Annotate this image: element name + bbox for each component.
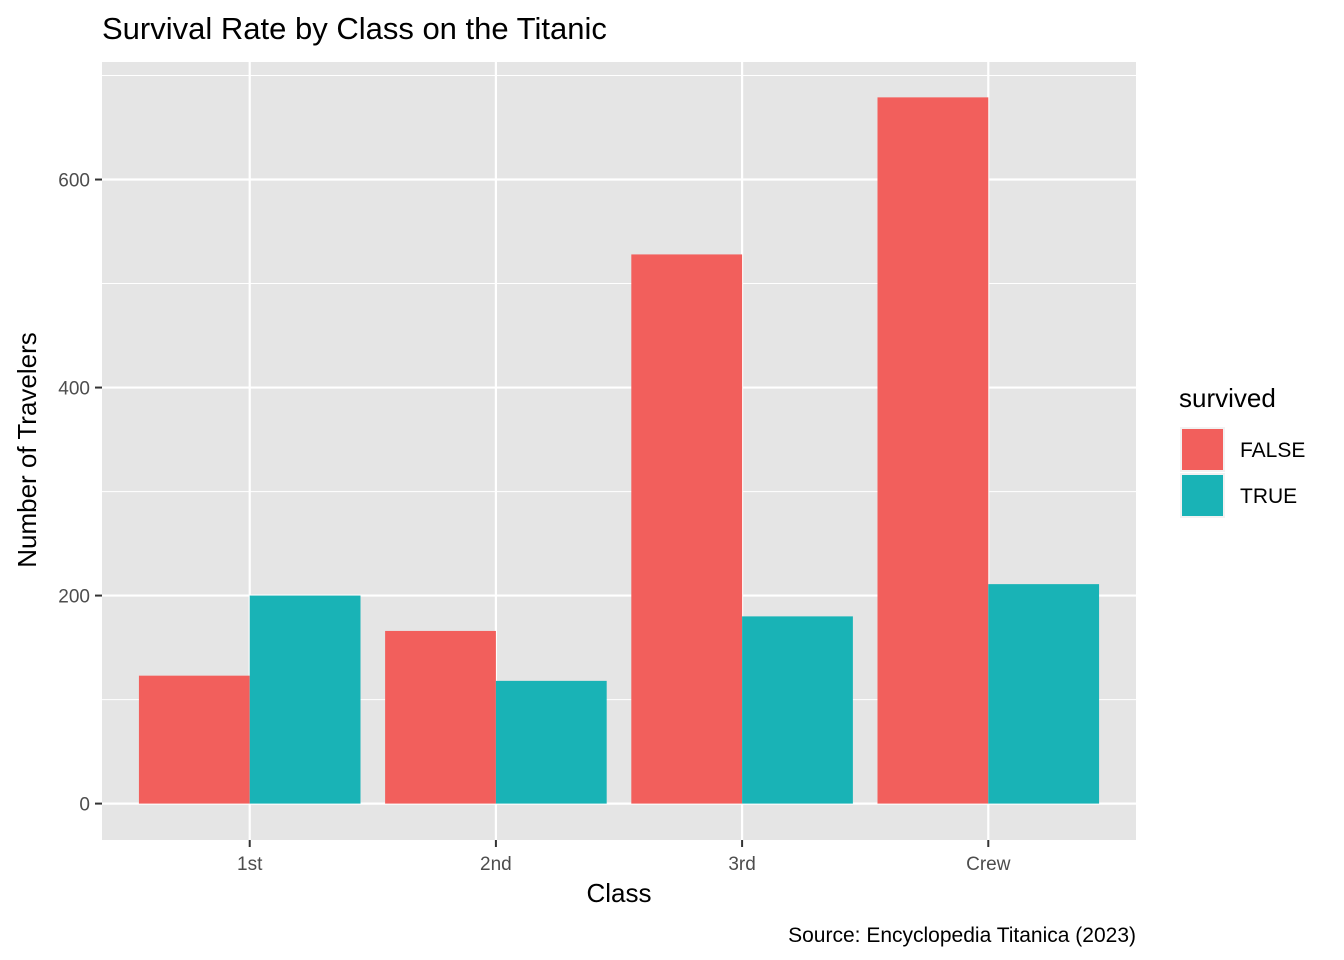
x-tick-label: 2nd — [480, 854, 512, 875]
bar-false-1st — [138, 675, 250, 804]
legend-swatch-true — [1182, 475, 1223, 516]
x-tick-label: 1st — [237, 854, 263, 875]
bar-true-3rd — [742, 616, 853, 804]
legend-swatch-false — [1182, 429, 1223, 470]
legend-label-false: FALSE — [1240, 439, 1305, 462]
y-tick-label: 400 — [58, 379, 90, 400]
bar-true-1st — [249, 595, 361, 804]
bar-true-crew — [988, 584, 1100, 804]
y-axis: 0 200 400 600 — [58, 171, 102, 816]
y-tick-label: 200 — [58, 587, 90, 608]
bar-false-3rd — [631, 254, 743, 804]
legend: survived FALSE TRUE — [1179, 383, 1305, 518]
x-axis-label: Class — [586, 878, 651, 908]
bar-true-2nd — [495, 680, 607, 804]
chart-title: Survival Rate by Class on the Titanic — [102, 11, 607, 46]
y-tick-label: 600 — [58, 171, 90, 192]
x-tick-label: Crew — [966, 854, 1011, 875]
legend-label-true: TRUE — [1240, 485, 1297, 508]
x-tick-label: 3rd — [728, 854, 755, 875]
bar-false-2nd — [385, 630, 496, 804]
x-axis: 1st 2nd 3rd Crew — [237, 840, 1011, 875]
legend-title: survived — [1179, 383, 1276, 413]
plot-panel — [102, 62, 1136, 840]
y-axis-label: Number of Travelers — [12, 332, 42, 568]
bar-false-crew — [877, 97, 989, 804]
y-tick-label: 0 — [79, 795, 90, 816]
chart-caption: Source: Encyclopedia Titanica (2023) — [788, 924, 1136, 947]
